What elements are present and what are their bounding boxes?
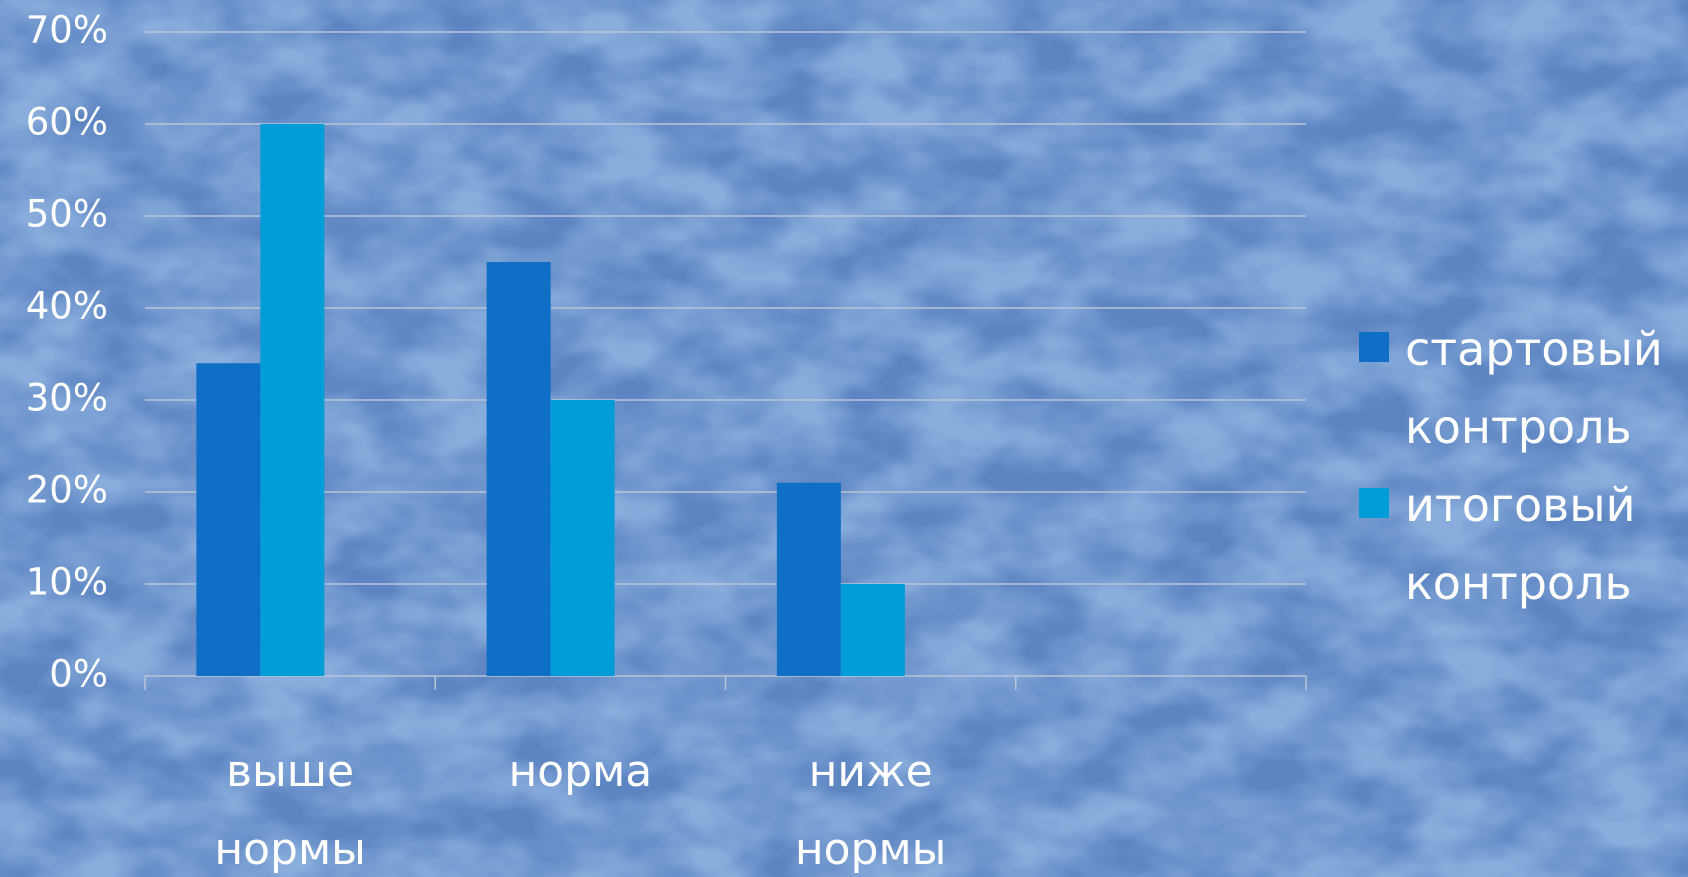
x-tick-label: выше нормы [214, 746, 366, 875]
legend-label: итоговый контроль [1405, 478, 1636, 610]
y-tick-label: 20% [26, 469, 108, 512]
y-tick-label: 60% [26, 101, 108, 144]
bar [550, 400, 615, 676]
y-tick-label: 10% [26, 561, 108, 604]
bar [196, 363, 261, 676]
y-tick-label: 40% [26, 285, 108, 328]
y-tick-label: 30% [26, 377, 108, 420]
legend-swatch [1359, 488, 1389, 518]
bar [776, 482, 841, 676]
y-tick-label: 0% [49, 653, 108, 696]
x-tick-label: норма [508, 746, 653, 797]
y-tick-label: 70% [26, 9, 108, 52]
legend-swatch [1359, 332, 1389, 362]
legend-label: стартовый контроль [1405, 322, 1663, 454]
bar [260, 124, 325, 676]
bar [486, 262, 551, 676]
y-tick-label: 50% [26, 193, 108, 236]
x-tick-label: ниже нормы [794, 746, 947, 875]
bar [840, 584, 905, 676]
